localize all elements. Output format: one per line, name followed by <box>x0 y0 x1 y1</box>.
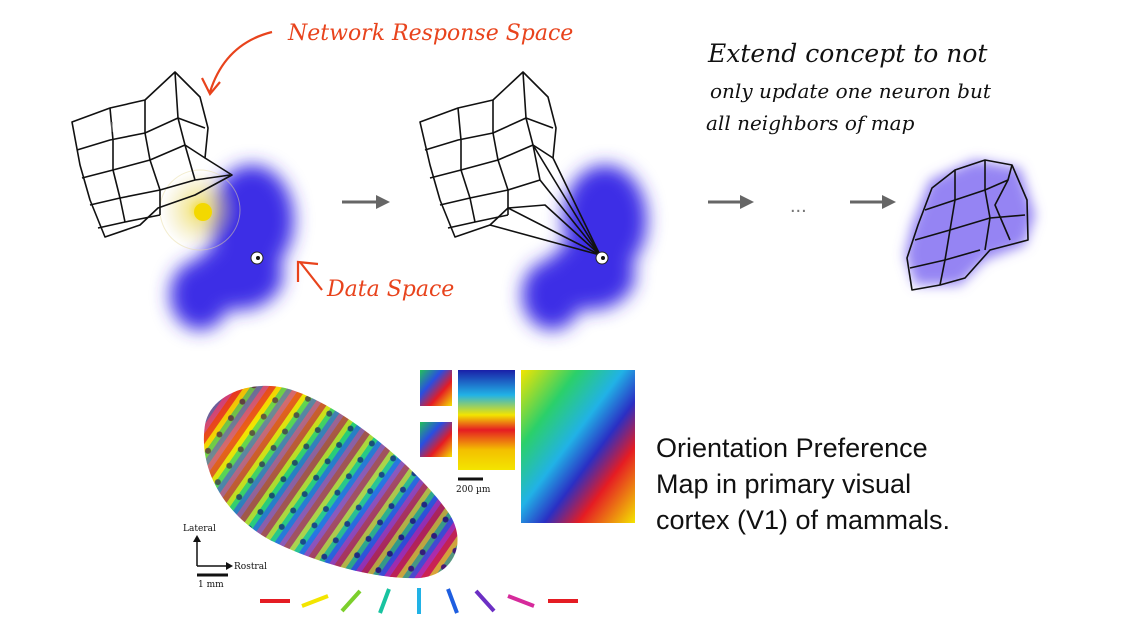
caption-line-1: Orientation Preference <box>656 433 928 463</box>
scale-bar-200um-label: 200 µm <box>456 485 491 495</box>
orientation-color-legend <box>260 588 578 614</box>
inset-stripe-map <box>458 370 515 470</box>
data-space-label: Data Space <box>326 277 454 302</box>
inset-pinwheel-2 <box>420 422 452 457</box>
inset-pinwheel-1 <box>420 370 452 406</box>
arrow-1 <box>342 195 390 209</box>
network-grid-initial <box>71 71 233 238</box>
data-sample-point-2 <box>595 251 609 265</box>
orientation-bar <box>378 588 391 614</box>
extend-concept-line-1: Extend concept to not <box>707 39 988 68</box>
best-matching-unit <box>194 203 212 221</box>
converged-cloud <box>905 160 1035 285</box>
arrow-3 <box>850 195 896 209</box>
orientation-bar <box>446 588 459 614</box>
panel-2-update <box>419 71 647 330</box>
orientation-bar <box>340 589 362 613</box>
lateral-label: Lateral <box>183 524 216 534</box>
rostral-label: Rostral <box>234 562 267 572</box>
orientation-map-figure: 200 µm Lateral Rostral 1 mm <box>183 370 635 614</box>
scale-bar-1mm-label: 1 mm <box>198 580 224 590</box>
network-response-space-label: Network Response Space <box>287 21 573 46</box>
annotation-extend-concept: Extend concept to not only update one ne… <box>706 39 992 135</box>
curved-arrow-to-grid <box>208 30 273 93</box>
inset-large-pinwheel-map <box>521 370 635 523</box>
data-sample-point <box>250 251 264 265</box>
figure-caption: Orientation Preference Map in primary vi… <box>656 430 1056 538</box>
caption-line-3: cortex (V1) of mammals. <box>656 505 951 535</box>
orientation-bar <box>301 594 329 608</box>
annotation-network-response-space: Network Response Space <box>201 21 573 96</box>
panel-1-initial: I <box>71 71 294 330</box>
network-grid-converged <box>906 159 1029 291</box>
orientation-bar <box>474 589 496 613</box>
panel-3-converged <box>905 159 1035 291</box>
extend-concept-line-3: all neighbors of map <box>706 111 915 135</box>
data-space-cloud-2 <box>522 165 647 330</box>
arrow-to-data-cloud <box>299 261 323 291</box>
orientation-bar <box>507 594 535 608</box>
text-cursor-icon: I <box>110 121 114 136</box>
caption-line-2: Map in primary visual <box>656 469 912 499</box>
ellipsis: ... <box>790 195 807 217</box>
extend-concept-line-2: only update one neuron but <box>710 79 992 103</box>
orientation-axes: Lateral Rostral 1 mm <box>183 524 267 590</box>
annotation-data-space: Data Space <box>296 260 454 302</box>
arrow-2 <box>708 195 754 209</box>
